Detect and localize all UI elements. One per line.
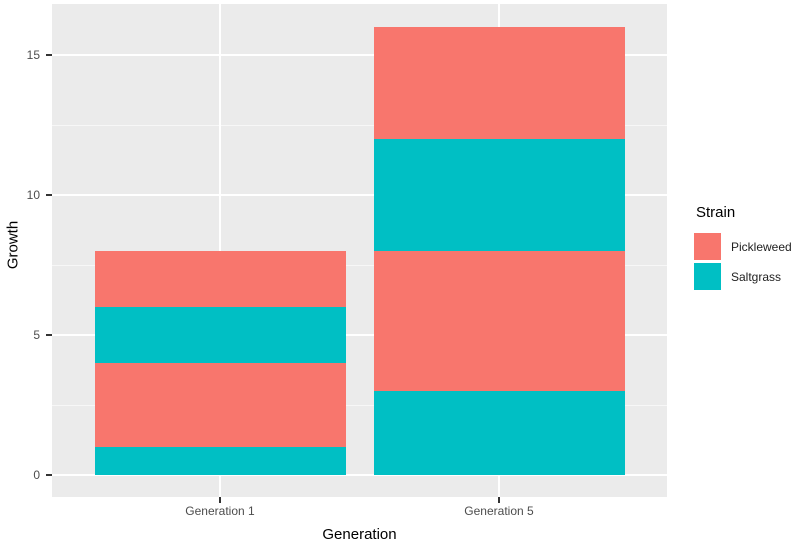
bar-segment-pickleweed (94, 251, 346, 307)
bar-segment-saltgrass (373, 391, 625, 475)
y-axis-title: Growth (4, 220, 22, 270)
y-tick-label: 15 (26, 48, 40, 62)
gridline-major-vertical (219, 4, 221, 497)
legend-title: Strain (696, 204, 736, 221)
y-tick-mark (46, 334, 52, 336)
plot-panel (52, 4, 667, 497)
bar-generation-1 (94, 251, 346, 475)
legend-items: Pickleweed Saltgrass (694, 233, 792, 290)
x-tick-label: Generation 5 (464, 504, 534, 518)
y-tick-label: 5 (33, 328, 40, 342)
gridline-major (52, 194, 667, 196)
y-tick-label: 0 (33, 468, 40, 482)
bar-segment-saltgrass (94, 447, 346, 475)
gridline-major (52, 334, 667, 336)
bar-segment-pickleweed (94, 363, 346, 447)
y-tick-label: 10 (26, 188, 40, 202)
x-axis-title: Generation (322, 526, 397, 543)
y-tick-mark (46, 194, 52, 196)
x-tick-mark (498, 497, 500, 503)
legend-item-saltgrass: Saltgrass (694, 263, 792, 290)
bar-segment-pickleweed (373, 27, 625, 139)
gridline-major (52, 54, 667, 56)
bar-generation-5 (373, 27, 625, 475)
legend-label: Saltgrass (731, 269, 782, 284)
y-tick-mark (46, 474, 52, 476)
gridline-minor (52, 264, 667, 266)
bar-segment-saltgrass (94, 307, 346, 363)
gridline-minor (52, 404, 667, 406)
x-tick-label: Generation 1 (185, 504, 255, 518)
legend-item-pickleweed: Pickleweed (694, 233, 792, 260)
gridline-minor (52, 124, 667, 126)
y-tick-mark (46, 54, 52, 56)
gridline-major (52, 474, 667, 476)
x-tick-mark (219, 497, 221, 503)
legend: Strain Pickleweed Saltgrass (694, 204, 792, 293)
legend-label: Pickleweed (731, 239, 792, 254)
legend-swatch-pickleweed (694, 233, 721, 260)
bar-segment-saltgrass (373, 139, 625, 251)
legend-swatch-saltgrass (694, 263, 721, 290)
bar-segment-pickleweed (373, 251, 625, 391)
